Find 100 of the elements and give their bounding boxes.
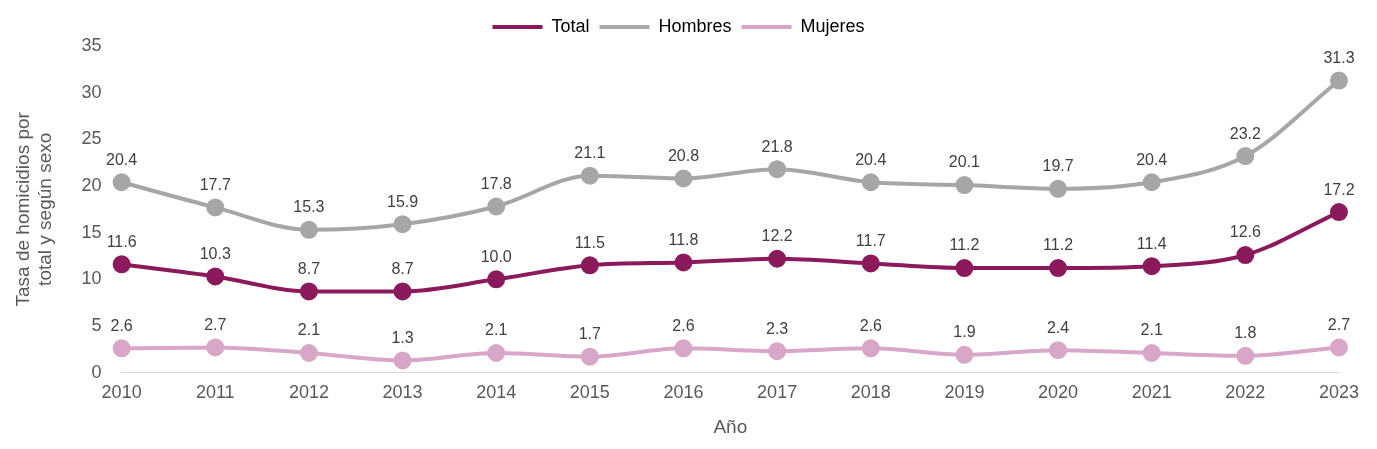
data-label: 31.3 [1323,48,1355,66]
y-tick-label: 10 [81,268,102,289]
x-tick-label: 2023 [1318,382,1359,403]
point [861,339,880,358]
x-tick-label: 2010 [101,382,142,403]
point [1329,338,1348,357]
y-tick-label: 5 [91,314,102,335]
legend-label: Total [551,15,590,36]
data-label: 11.5 [574,233,605,251]
point [1236,346,1255,365]
x-tick-label: 2022 [1225,382,1266,403]
data-label: 17.8 [480,174,512,192]
point [580,347,599,366]
point [955,176,974,195]
point [861,254,880,273]
y-tick-label: 35 [81,34,102,55]
data-label: 8.7 [391,259,414,277]
point [1329,71,1348,90]
x-tick-label: 2020 [1038,382,1079,403]
x-tick-label: 2014 [476,382,517,403]
point [112,339,131,358]
legend-label: Hombres [658,15,732,36]
point [112,173,131,192]
data-label: 11.2 [949,236,980,254]
y-tick-label: 30 [81,81,102,102]
data-label: 11.2 [1043,236,1074,254]
data-label: 12.6 [1229,223,1262,241]
y-tick-label: 0 [91,361,102,382]
point [487,197,506,216]
point [299,344,318,362]
data-label: 15.9 [386,192,419,210]
point [206,198,225,217]
x-tick-label: 2015 [569,382,610,403]
point [112,255,131,274]
x-tick-label: 2021 [1131,382,1172,403]
x-tick-label: 2011 [195,382,235,403]
y-tick-label: 15 [81,221,102,242]
data-label: 1.9 [953,323,976,341]
point [393,215,412,234]
point [393,351,412,370]
x-tick-label: 2012 [288,382,329,403]
x-tick-label: 2019 [944,382,985,403]
data-label: 11.4 [1136,234,1167,252]
data-label: 2.1 [1140,321,1163,339]
data-label: 11.8 [668,230,699,248]
y-axis-title: Tasa de homicidios por total y según sexo [11,111,56,307]
data-label: 2.7 [204,315,227,333]
data-label: 20.8 [667,146,700,164]
data-label: 10.0 [480,247,512,265]
point [768,249,787,268]
point [1236,246,1255,265]
data-label: 2.1 [297,321,321,339]
point [1142,257,1161,276]
data-label: 11.6 [106,232,137,250]
x-tick-label: 2018 [850,382,891,403]
data-label: 19.7 [1042,157,1074,175]
point [393,282,412,301]
point [1142,344,1161,362]
point [1049,341,1068,360]
y-tick-label: 25 [81,128,102,149]
point [955,259,974,278]
x-tick-label: 2016 [663,382,704,403]
data-label: 2.6 [672,316,695,334]
data-label: 2.6 [110,316,133,334]
legend-label: Mujeres [800,15,865,36]
data-label: 15.3 [293,198,325,216]
data-label: 20.4 [106,150,138,168]
data-label: 2.6 [859,316,882,334]
point [1049,179,1068,198]
point [955,345,974,364]
data-label: 2.4 [1046,318,1070,336]
point [768,342,787,361]
y-tick-label: 20 [81,174,102,195]
point [1329,203,1348,222]
point [1142,173,1161,192]
point [299,220,318,239]
data-label: 20.4 [1136,150,1168,168]
point [1049,259,1068,278]
data-label: 2.1 [485,321,508,339]
point [580,166,599,185]
data-label: 12.2 [761,227,793,245]
data-label: 1.3 [391,328,414,346]
point [861,173,880,192]
data-label: 1.7 [578,325,602,343]
data-label: 17.2 [1323,180,1355,198]
data-label: 23.2 [1229,124,1262,142]
data-label: 1.8 [1234,324,1257,342]
data-label: 17.7 [199,175,231,193]
point [206,267,225,286]
point [674,169,693,188]
x-axis-title: Año [713,415,748,437]
x-tick-label: 2013 [382,382,423,403]
data-label: 8.7 [297,259,321,277]
data-label: 21.1 [574,144,606,162]
point [206,338,225,357]
point [580,256,599,275]
point [299,282,318,301]
data-label: 2.3 [766,319,789,337]
point [768,160,787,179]
point [1236,147,1255,166]
